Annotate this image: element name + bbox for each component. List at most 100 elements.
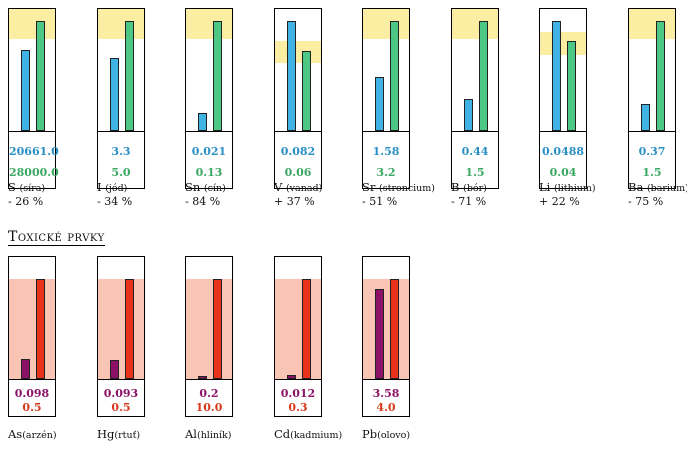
reference-bar (125, 21, 134, 131)
reference-value: 1.5 (642, 166, 662, 179)
element-name: (olovo) (377, 430, 411, 441)
bar-plot-s (8, 8, 56, 132)
measured-value: 0.093 (103, 387, 139, 400)
bar-plot-li (539, 8, 587, 132)
measured-bar (464, 99, 473, 131)
element-symbol: Sn (185, 180, 201, 194)
values-box: 20661.0 28000.0 (8, 132, 59, 189)
element-name: (jód) (105, 183, 128, 194)
bar-plot-hg (97, 256, 145, 380)
percent-change: - 26 % (8, 195, 44, 208)
reference-bar (36, 279, 45, 379)
element-symbol: V (274, 180, 283, 194)
reference-bar (213, 21, 222, 131)
percent-change: + 22 % (539, 195, 580, 208)
reference-value: 28000.0 (9, 166, 59, 179)
measured-value: 0.0488 (541, 145, 585, 158)
normal-range-band (98, 279, 144, 379)
reference-value: 0.5 (111, 401, 131, 414)
reference-value: 4.0 (376, 401, 396, 414)
normal-range-band (540, 32, 586, 56)
reference-bar (390, 21, 399, 131)
element-symbol: S (8, 180, 16, 194)
reference-value: 0.3 (288, 401, 308, 414)
values-box: 3.3 5.0 (97, 132, 145, 189)
element-label: Li (lithium) (539, 180, 659, 194)
normal-range-band (9, 9, 55, 39)
values-box: 0.37 1.5 (628, 132, 676, 189)
normal-range-band (186, 9, 232, 39)
normal-range-band (363, 9, 409, 39)
element-name: (hliník) (196, 430, 232, 441)
reference-bar (567, 40, 576, 131)
values-box: 0.44 1.5 (451, 132, 499, 189)
measured-bar (287, 375, 296, 379)
percent-change: - 51 % (362, 195, 398, 208)
element-symbol: Cd (274, 427, 291, 441)
element-label: Sn (cín) (185, 180, 305, 194)
values-box: 0.098 0.5 (8, 380, 56, 417)
element-symbol: Sr (362, 180, 376, 194)
element-name: (kadmium) (290, 430, 343, 441)
bar-plot-al (185, 256, 233, 380)
reference-value: 0.5 (22, 401, 42, 414)
normal-range-band (452, 9, 498, 39)
reference-bar (302, 279, 311, 379)
measured-value: 1.58 (372, 145, 400, 158)
measured-bar (552, 21, 561, 131)
values-box: 1.58 3.2 (362, 132, 410, 189)
normal-range-band (98, 9, 144, 39)
measured-bar (21, 49, 30, 131)
element-label: V (vanad) (274, 180, 394, 194)
reference-value: 0.04 (549, 166, 577, 179)
element-label: Pb(olovo) (362, 427, 482, 441)
values-box: 3.58 4.0 (362, 380, 410, 417)
percent-change: + 37 % (274, 195, 315, 208)
element-label: B (bór) (451, 180, 571, 194)
reference-bar (390, 279, 399, 379)
reference-bar (125, 279, 134, 379)
reference-bar (656, 21, 665, 131)
measured-value: 0.098 (14, 387, 50, 400)
element-label: S (síra) (8, 180, 128, 194)
values-box: 0.021 0.13 (185, 132, 233, 189)
values-box: 0.2 10.0 (185, 380, 233, 417)
bar-plot-sr (362, 8, 410, 132)
percent-change: - 84 % (185, 195, 221, 208)
measured-bar (110, 58, 119, 131)
element-symbol: Al (185, 427, 197, 441)
element-label: Al(hliník) (185, 427, 305, 441)
reference-value: 1.5 (465, 166, 485, 179)
measured-value: 0.44 (461, 145, 489, 158)
reference-bar (213, 279, 222, 379)
element-name: (cín) (203, 183, 226, 194)
measured-value: 3.3 (111, 145, 131, 158)
element-name: (síra) (19, 183, 46, 194)
measured-value: 0.021 (191, 145, 227, 158)
percent-change: - 34 % (97, 195, 133, 208)
measured-bar (198, 113, 207, 131)
element-symbol: I (97, 180, 102, 194)
values-box: 0.082 0.06 (274, 132, 322, 189)
element-name: (arzén) (22, 430, 57, 441)
element-symbol: Li (539, 180, 551, 194)
element-label: I (jód) (97, 180, 217, 194)
element-symbol: As (8, 427, 23, 441)
bar-plot-pb (362, 256, 410, 380)
values-box: 0.0488 0.04 (539, 132, 587, 189)
bar-plot-b (451, 8, 499, 132)
measured-bar (375, 289, 384, 379)
reference-bar (302, 50, 311, 131)
measured-value: 20661.0 (9, 145, 59, 158)
measured-bar (375, 77, 384, 131)
element-label: Sr (stroncium) (362, 180, 482, 194)
reference-value: 0.06 (284, 166, 312, 179)
reference-bar (479, 21, 488, 131)
reference-value: 3.2 (376, 166, 396, 179)
measured-bar (287, 21, 296, 131)
element-name: (lithium) (553, 183, 596, 194)
reference-value: 0.13 (195, 166, 223, 179)
element-name: (barium) (646, 183, 687, 194)
normal-range-band (629, 9, 675, 39)
element-symbol: Pb (362, 427, 378, 441)
